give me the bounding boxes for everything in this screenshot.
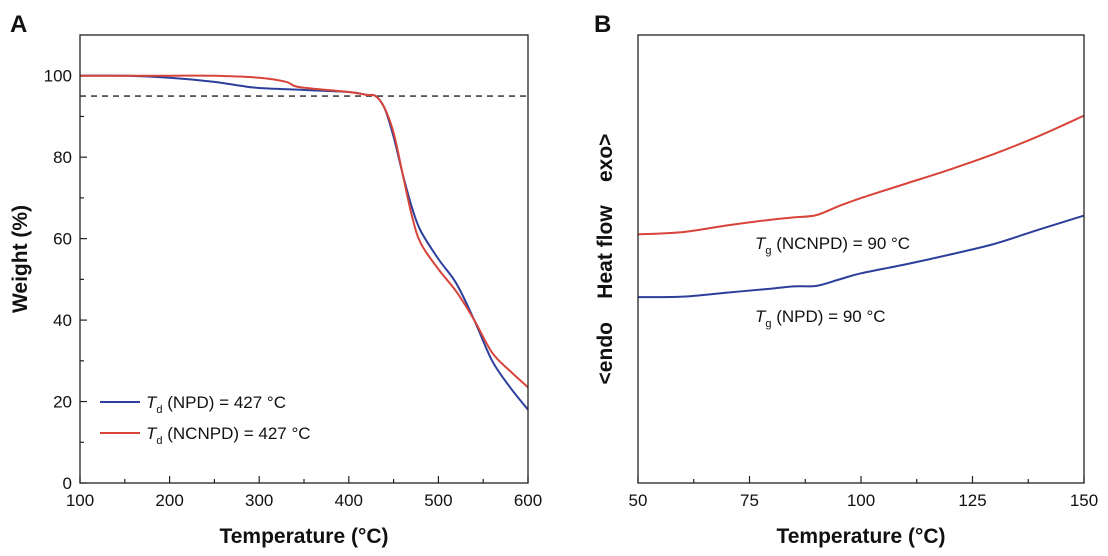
y-tick-label: 60	[53, 230, 72, 249]
x-tick-label: 500	[424, 491, 452, 510]
panel-letter-b: B	[594, 11, 611, 38]
panel-b-ylabel: <endo Heat flow exo>	[594, 134, 617, 385]
x-tick-label: 50	[629, 491, 648, 510]
x-tick-label: 400	[335, 491, 363, 510]
series-line-ncnpd	[637, 114, 1085, 236]
x-tick-label: 125	[958, 491, 986, 510]
panel-b: B 50 75 100 125 150 Temperature (°C) <endo H…	[594, 11, 1098, 548]
panel-a-series	[79, 74, 529, 411]
panel-b-series	[637, 114, 1085, 299]
y-tick-label: 0	[63, 474, 72, 493]
panel-a-legend: Td (NPD) = 427 °C Td (NCNPD) = 427 °C	[100, 393, 311, 447]
annotation-tg-ncnpd: Tg (NCNPD) = 90 °C	[755, 234, 910, 257]
series-line-ncnpd	[80, 74, 529, 389]
panel-b-xlabel: Temperature (°C)	[776, 525, 945, 548]
panel-a-axes: 100 200 300 400 500 600 0 20 40 60 80 100	[44, 67, 543, 510]
y-tick-label: 20	[53, 393, 72, 412]
panel-b-axes: 50 75 100 125 150	[629, 476, 1098, 510]
y-tick-label: 100	[44, 67, 72, 86]
panel-a-ylabel: Weight (%)	[9, 205, 32, 313]
x-tick-label: 300	[245, 491, 273, 510]
panel-a-frame	[79, 34, 529, 484]
legend-label-ncnpd: Td (NCNPD) = 427 °C	[146, 424, 311, 447]
x-tick-label: 600	[514, 491, 542, 510]
annotation-tg-npd: Tg (NPD) = 90 °C	[755, 307, 886, 330]
x-tick-label: 100	[66, 491, 94, 510]
panel-letter-a: A	[10, 11, 27, 38]
y-tick-label: 40	[53, 311, 72, 330]
x-tick-label: 200	[155, 491, 183, 510]
panel-a-xlabel: Temperature (°C)	[219, 525, 388, 548]
series-line-npd	[637, 214, 1085, 299]
y-tick-label: 80	[53, 148, 72, 167]
panel-b-frame	[637, 34, 1085, 484]
legend-label-npd: Td (NPD) = 427 °C	[146, 393, 286, 416]
series-line-npd	[79, 74, 529, 411]
panel-a: A 100 200 300 400 500 600 0 20 40 60 80 100 Tempera…	[9, 11, 542, 548]
x-tick-label: 150	[1070, 491, 1098, 510]
x-tick-label: 100	[847, 491, 875, 510]
x-tick-label: 75	[740, 491, 759, 510]
